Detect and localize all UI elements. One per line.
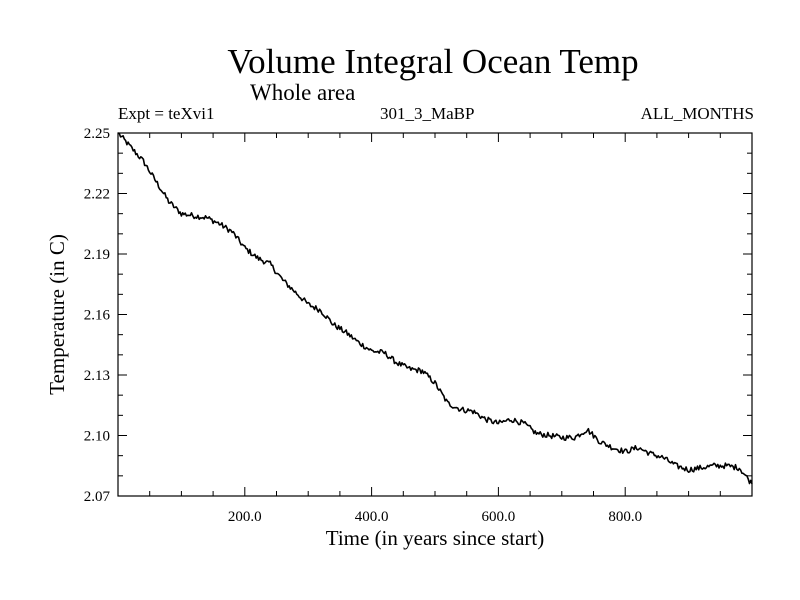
series-line (117, 132, 753, 485)
run-label: 301_3_MaBP (380, 104, 475, 123)
y-tick-label: 2.19 (84, 247, 110, 263)
y-tick-label: 2.22 (84, 187, 110, 203)
plot-frame (117, 132, 753, 497)
x-axis-label: Time (in years since start) (325, 526, 545, 550)
chart-subtitle: Whole area (250, 80, 356, 105)
months-label: ALL_MONTHS (640, 104, 754, 123)
y-tick-label: 2.10 (84, 429, 110, 445)
x-tick-label: 800.0 (608, 509, 642, 525)
y-tick-label: 2.13 (84, 368, 110, 384)
experiment-label: Expt = teXvi1 (118, 104, 215, 123)
y-tick-label: 2.07 (84, 489, 111, 505)
y-tick-label: 2.25 (84, 126, 110, 142)
x-tick-label: 400.0 (355, 509, 389, 525)
y-axis-label: Temperature (in C) (45, 234, 69, 395)
x-tick-label: 600.0 (482, 509, 516, 525)
y-tick-label: 2.16 (84, 308, 111, 324)
chart-title: Volume Integral Ocean Temp (227, 42, 639, 81)
x-tick-label: 200.0 (228, 509, 262, 525)
